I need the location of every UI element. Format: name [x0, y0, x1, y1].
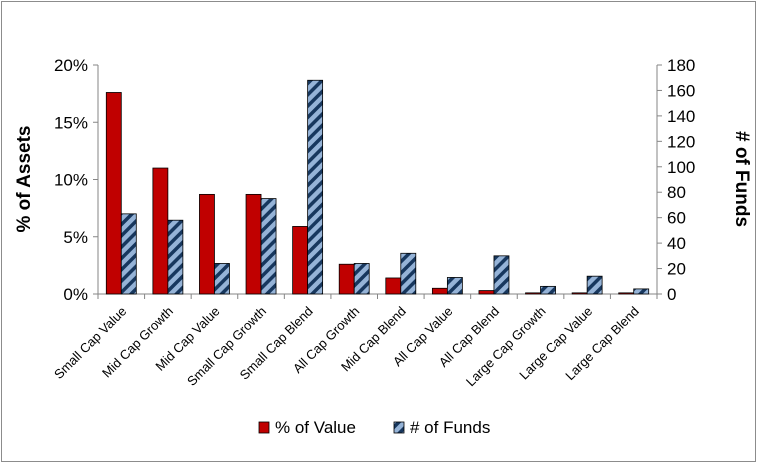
y-right-tick-label: 80	[667, 183, 686, 202]
bar-funds	[167, 219, 184, 295]
bar-value	[431, 287, 448, 295]
bar-value	[245, 193, 262, 295]
y-right-tick-label: 140	[667, 107, 695, 126]
legend-swatch-value	[258, 421, 270, 434]
bar-funds	[120, 213, 137, 295]
legend: % of Value # of Funds	[258, 418, 490, 437]
legend-label-value: % of Value	[275, 418, 356, 437]
y-left-tick-label: 15%	[54, 113, 88, 132]
bar-value	[338, 263, 355, 295]
bar-value	[525, 292, 541, 295]
y-right-tick-label: 160	[667, 81, 695, 100]
y-right-tick-label: 100	[667, 158, 695, 177]
bar-funds	[446, 277, 463, 295]
bar-value	[199, 193, 215, 295]
y-left-tick-label: 5%	[63, 228, 88, 247]
bar-funds	[260, 198, 277, 295]
bar-value	[152, 167, 169, 295]
bar-value	[385, 277, 402, 295]
bar-value	[478, 290, 495, 295]
bar-funds	[353, 263, 370, 295]
bar-value	[105, 92, 122, 295]
bar-funds	[586, 275, 603, 295]
bar-funds	[540, 285, 556, 295]
bar-value	[571, 292, 588, 295]
legend-label-funds: # of Funds	[410, 418, 490, 437]
x-category-label: Small Cap Growth	[184, 304, 269, 389]
y-right-tick-label: 0	[667, 285, 676, 304]
bar-funds	[400, 252, 417, 295]
y-left-tick-label: 20%	[54, 56, 88, 75]
y-left-axis-title: % of Assets	[14, 126, 35, 233]
bar-funds	[307, 79, 324, 295]
y-right-tick-label: 40	[667, 234, 686, 253]
x-category-label: Large Cap Growth	[463, 304, 549, 390]
y-right-tick-label: 120	[667, 132, 695, 151]
bar-value	[292, 226, 309, 295]
y-left-tick-label: 10%	[54, 171, 88, 190]
bar-funds	[493, 255, 510, 295]
y-right-axis-title: # of Funds	[731, 131, 752, 227]
bar-funds	[633, 288, 650, 295]
legend-swatch-funds	[393, 421, 405, 434]
y-left-tick-label: 0%	[63, 285, 88, 304]
bar-value	[618, 292, 635, 295]
y-right-tick-label: 180	[667, 56, 695, 75]
y-right-tick-label: 20	[667, 260, 686, 279]
bar-funds	[214, 263, 230, 295]
y-right-tick-label: 60	[667, 209, 686, 228]
